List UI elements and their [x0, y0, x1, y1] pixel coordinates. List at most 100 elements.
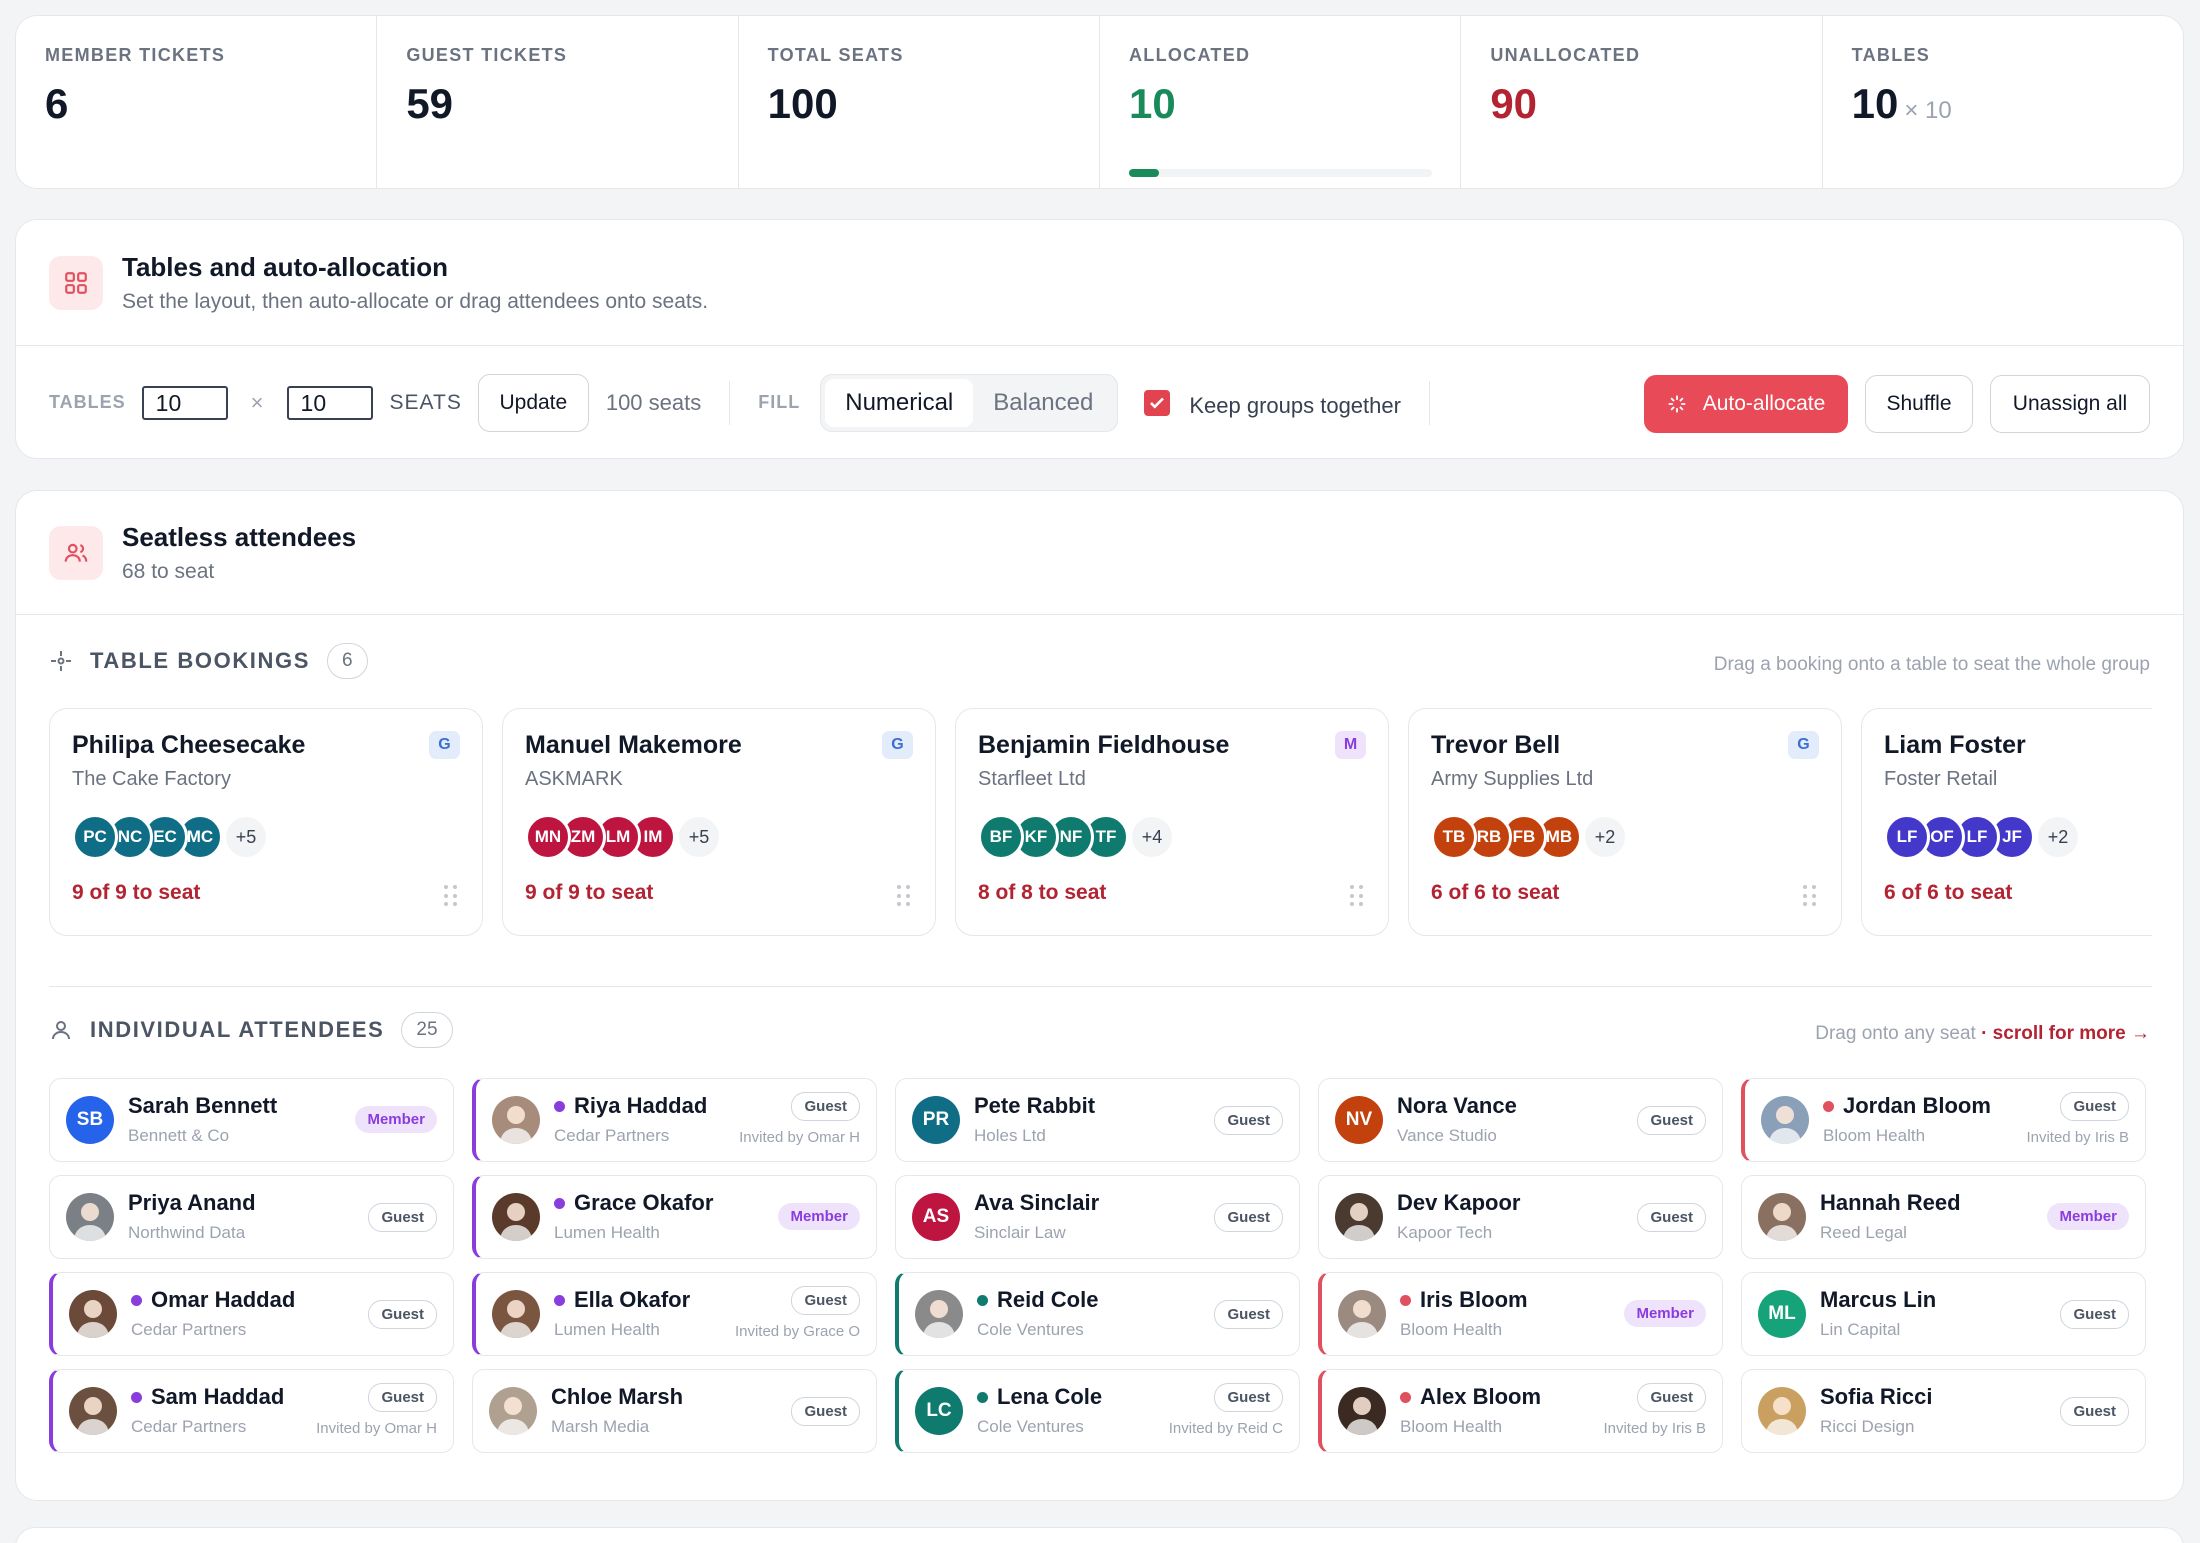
- avatar: TB: [1431, 814, 1477, 860]
- attendee-name: Ava Sinclair: [974, 1190, 1099, 1216]
- booking-company: Starfleet Ltd: [978, 768, 1086, 790]
- stat-number: 90: [1490, 80, 1538, 127]
- unassign-all-button[interactable]: Unassign all: [1990, 375, 2150, 433]
- attendee-card[interactable]: LC Lena Cole Cole Ventures Guest Invited by …: [895, 1369, 1300, 1453]
- attendee-type-badge: Member: [355, 1106, 437, 1133]
- seatless-section: Seatless attendees 68 to seat TABLE BOOK…: [15, 490, 2184, 1501]
- avatar-stack: BF KF NF TF +4: [978, 813, 1388, 861]
- keep-groups-label: Keep groups together: [1189, 392, 1401, 418]
- auto-allocate-button[interactable]: Auto-allocate: [1644, 375, 1848, 433]
- scroll-for-more-link[interactable]: · scroll for more →: [1981, 1023, 2150, 1044]
- drag-handle-icon[interactable]: [1803, 885, 1817, 907]
- attendee-type-badge: Guest: [2060, 1397, 2129, 1426]
- stat-label: UNALLOCATED: [1490, 45, 1641, 65]
- stat-number: 59: [406, 80, 454, 127]
- attendee-card[interactable]: Sofia Ricci Ricci Design Guest: [1741, 1369, 2146, 1453]
- attendee-card[interactable]: PR Pete Rabbit Holes Ltd Guest: [895, 1078, 1300, 1162]
- attendee-name: Dev Kapoor: [1397, 1190, 1520, 1216]
- bookings-header: TABLE BOOKINGS 6: [49, 643, 368, 679]
- attendee-card[interactable]: AS Ava Sinclair Sinclair Law Guest: [895, 1175, 1300, 1259]
- stat-label: TABLES: [1851, 45, 1931, 65]
- attendee-name-text: Grace Okafor: [574, 1190, 714, 1215]
- divider: [729, 380, 731, 425]
- booking-card[interactable]: Benjamin Fieldhouse Starfleet Ltd M BF KF NF T…: [955, 708, 1389, 936]
- attendee-company: Cole Ventures: [977, 1417, 1084, 1436]
- drag-handle-icon[interactable]: [1350, 885, 1364, 907]
- attendee-name: Ella Okafor: [554, 1287, 690, 1313]
- attendee-type-badge: Guest: [368, 1300, 437, 1329]
- fill-option-balanced[interactable]: Balanced: [993, 388, 1094, 416]
- shuffle-button[interactable]: Shuffle: [1865, 375, 1973, 433]
- attendee-card[interactable]: Hannah Reed Reed Legal Member: [1741, 1175, 2146, 1259]
- group-dot: [554, 1197, 565, 1209]
- attendee-company: Bloom Health: [1400, 1320, 1503, 1339]
- stat-total-seats: TOTAL SEATS 100: [739, 16, 1100, 188]
- attendee-card[interactable]: Priya Anand Northwind Data Guest: [49, 1175, 454, 1259]
- move-icon: [51, 651, 71, 671]
- drag-handle-icon[interactable]: [444, 885, 458, 907]
- avatar-photo: [915, 1290, 963, 1338]
- attendee-card[interactable]: Ella Okafor Lumen Health Guest Invited by G…: [472, 1272, 877, 1356]
- attendee-card[interactable]: Chloe Marsh Marsh Media Guest: [472, 1369, 877, 1453]
- avatar-photo: [492, 1193, 540, 1241]
- attendee-card[interactable]: Reid Cole Cole Ventures Guest: [895, 1272, 1300, 1356]
- fill-label: FILL: [758, 392, 801, 412]
- avatar-stack: MN ZM LM IM +5: [525, 813, 935, 861]
- keep-groups-checkbox[interactable]: [1144, 389, 1171, 416]
- attendee-card[interactable]: SB Sarah Bennett Bennett & Co Member: [49, 1078, 454, 1162]
- avatar-photo: [1758, 1193, 1806, 1241]
- invited-by: Invited by Iris B: [2026, 1129, 2129, 1146]
- update-button[interactable]: Update: [477, 373, 589, 432]
- attendee-type-badge: Member: [1624, 1300, 1706, 1327]
- avatar-photo: [1338, 1387, 1386, 1435]
- avatar: PC: [72, 814, 118, 860]
- attendee-type-badge: Guest: [1637, 1203, 1706, 1232]
- booking-card[interactable]: Trevor Bell Army Supplies Ltd G TB RB FB MB +2 6…: [1408, 708, 1842, 936]
- attendee-name: Iris Bloom: [1400, 1287, 1528, 1313]
- attendee-card[interactable]: Dev Kapoor Kapoor Tech Guest: [1318, 1175, 1723, 1259]
- avatar-photo: [1338, 1290, 1386, 1338]
- stat-label: TOTAL SEATS: [767, 45, 904, 65]
- attendee-name: Sam Haddad: [131, 1384, 284, 1410]
- allocation-controls: TABLES 10 × 10 SEATS Update 100 seats FI…: [16, 346, 2183, 458]
- booking-to-seat: 6 of 6 to seat: [1884, 881, 2013, 904]
- attendee-card[interactable]: Iris Bloom Bloom Health Member: [1318, 1272, 1723, 1356]
- attendee-name-text: Jordan Bloom: [1843, 1093, 1991, 1118]
- avatar-photo: [69, 1290, 117, 1338]
- fill-mode-toggle: Numerical Balanced: [820, 373, 1119, 432]
- booking-card[interactable]: Manuel Makemore ASKMARK G MN ZM LM IM +5 9 of 9 …: [502, 708, 936, 936]
- stat-guest-tickets: GUEST TICKETS 59: [377, 16, 739, 188]
- attendee-card[interactable]: Jordan Bloom Bloom Health Guest Invited by …: [1741, 1078, 2146, 1162]
- attendee-card[interactable]: Sam Haddad Cedar Partners Guest Invited by …: [49, 1369, 454, 1453]
- drag-handle-icon[interactable]: [897, 885, 911, 907]
- attendee-card[interactable]: Riya Haddad Cedar Partners Guest Invited by…: [472, 1078, 877, 1162]
- booking-company: ASKMARK: [525, 768, 623, 790]
- booking-card[interactable]: Philipa Cheesecake The Cake Factory G PC NC E…: [49, 708, 483, 936]
- attendee-name: Grace Okafor: [554, 1190, 713, 1216]
- attendee-card[interactable]: NV Nora Vance Vance Studio Guest: [1318, 1078, 1723, 1162]
- attendee-name-text: Hannah Reed: [1820, 1190, 1961, 1215]
- stat-value: 10 × 10: [1852, 80, 2183, 128]
- group-dot: [977, 1294, 988, 1306]
- attendee-company: Cedar Partners: [131, 1320, 247, 1339]
- booking-to-seat: 9 of 9 to seat: [525, 881, 654, 904]
- attendee-card[interactable]: Alex Bloom Bloom Health Guest Invited by Ir…: [1318, 1369, 1723, 1453]
- attendee-card[interactable]: Omar Haddad Cedar Partners Guest: [49, 1272, 454, 1356]
- grid-icon: [49, 255, 103, 310]
- attendee-company: Marsh Media: [551, 1417, 650, 1436]
- avatar-photo: [69, 1387, 117, 1435]
- tables-count-input[interactable]: 10: [141, 385, 228, 420]
- group-dot: [131, 1391, 142, 1403]
- attendee-card[interactable]: Grace Okafor Lumen Health Member: [472, 1175, 877, 1259]
- avatar-photo: [492, 1290, 540, 1338]
- fill-option-numerical[interactable]: Numerical: [825, 378, 974, 427]
- stat-label: ALLOCATED: [1128, 45, 1251, 65]
- avatar: LF: [1884, 814, 1930, 860]
- attendee-card[interactable]: ML Marcus Lin Lin Capital Guest: [1741, 1272, 2146, 1356]
- attendee-company: Holes Ltd: [974, 1126, 1046, 1145]
- stat-tables: TABLES 10 × 10: [1823, 16, 2183, 188]
- seats-per-table-input[interactable]: 10: [286, 385, 373, 420]
- invited-by: Invited by Omar H: [739, 1129, 860, 1146]
- booking-name: Philipa Cheesecake: [72, 731, 306, 759]
